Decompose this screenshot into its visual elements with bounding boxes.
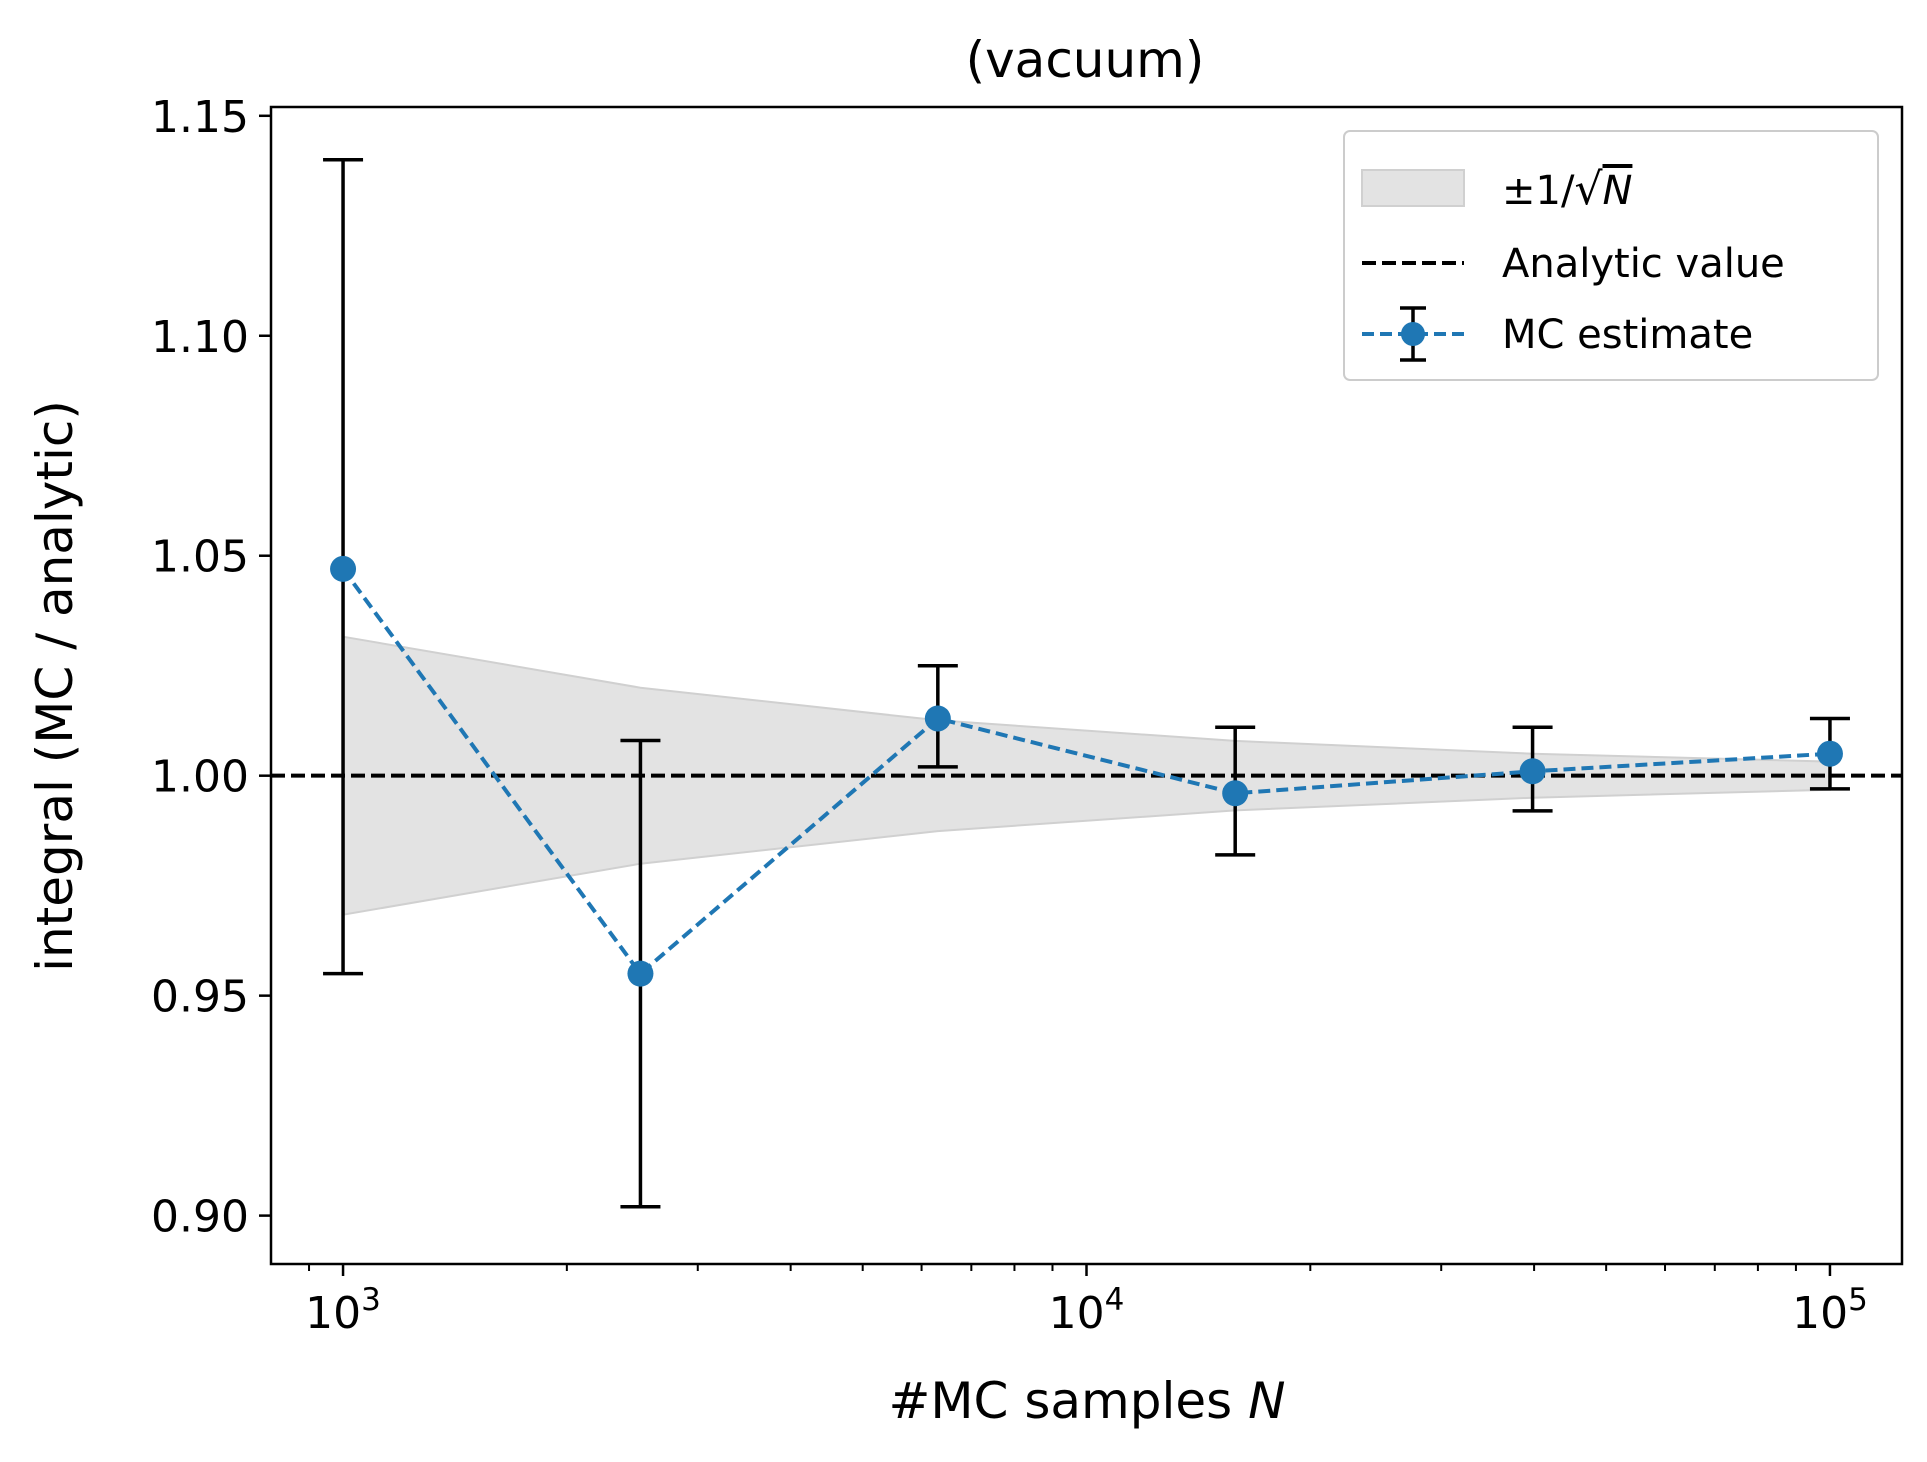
y-tick-label: 0.95	[151, 972, 249, 1023]
sqrt-sign: √	[1574, 164, 1603, 215]
x-axis-label: #MC samples N	[889, 1372, 1286, 1430]
chart-title: (vacuum)	[966, 31, 1205, 89]
mc-estimate-line	[341, 567, 1831, 977]
legend-mc-label: MC estimate	[1502, 312, 1753, 358]
y-tick-label: 1.05	[151, 532, 249, 583]
legend-mc-swatch	[1362, 306, 1464, 362]
mc-estimate-point	[330, 555, 357, 582]
y-axis: 0.90 0.95 1.00 1.05 1.10 1.15	[151, 92, 271, 1243]
legend-frame	[1343, 130, 1879, 381]
x-tick-label: 103	[305, 1282, 381, 1339]
plot-area	[271, 158, 1902, 1209]
x-tick-label: 104	[1049, 1282, 1125, 1339]
x-axis: 103 104 105	[305, 1264, 1868, 1339]
y-tick-label: 1.10	[151, 312, 249, 363]
legend-analytic-label: Analytic value	[1502, 241, 1785, 287]
legend-mc-marker	[1401, 322, 1425, 346]
y-tick-label: 1.00	[151, 752, 249, 803]
mc-estimate-point	[627, 960, 654, 987]
legend: ±1/√N Analytic value MC estimate	[1343, 130, 1879, 381]
mc-estimate-point	[1519, 758, 1546, 785]
x-tick-label: 105	[1792, 1282, 1868, 1339]
legend-band-swatch	[1361, 169, 1465, 207]
mc-estimate-point	[1816, 740, 1843, 767]
y-tick-label: 1.15	[151, 92, 249, 143]
y-axis-label: integral (MC / analytic)	[26, 400, 84, 972]
mc-estimate-point	[1222, 780, 1249, 807]
y-tick-label: 0.90	[151, 1192, 249, 1243]
mc-estimate-point	[924, 705, 951, 732]
legend-band-label: ±1/√N	[1502, 164, 1632, 215]
